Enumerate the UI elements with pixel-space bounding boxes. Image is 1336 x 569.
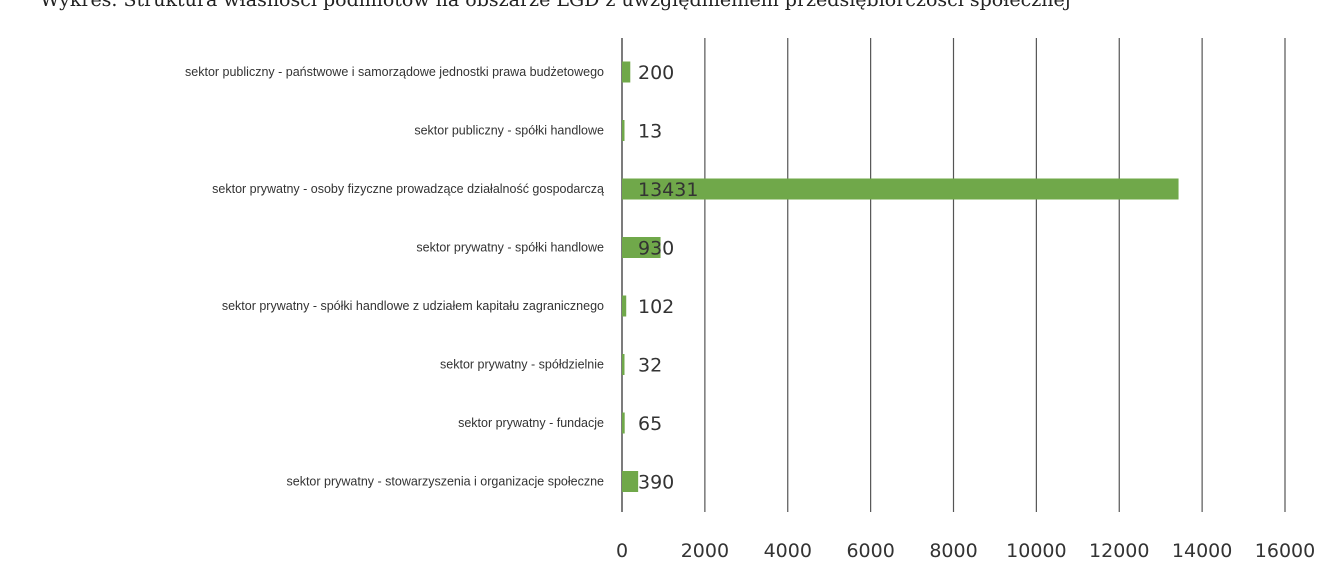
data-label: 32	[638, 355, 662, 377]
data-label: 13431	[638, 179, 698, 201]
x-tick-label: 14000	[1172, 540, 1232, 562]
x-tick-label: 8000	[929, 540, 977, 562]
data-label: 390	[638, 472, 674, 494]
data-label: 200	[638, 62, 674, 84]
x-tick-label: 4000	[764, 540, 812, 562]
category-label: sektor prywatny - osoby fizyczne prowadz…	[212, 182, 604, 196]
bar	[622, 354, 625, 375]
x-tick-label: 12000	[1089, 540, 1149, 562]
bar	[622, 61, 631, 83]
category-label: sektor prywatny - spółki handlowe z udzi…	[222, 299, 604, 313]
category-label: sektor publiczny - spółki handlowe	[414, 124, 604, 138]
data-label: 13	[638, 121, 662, 143]
bar	[622, 412, 625, 434]
data-label: 65	[638, 413, 662, 435]
data-label: 930	[638, 238, 674, 260]
bar	[622, 471, 639, 492]
category-label: sektor prywatny - fundacje	[458, 416, 604, 430]
data-label: 102	[638, 296, 674, 318]
bar	[622, 120, 625, 141]
category-label: sektor prywatny - spółki handlowe	[416, 241, 604, 255]
bar	[622, 178, 1179, 200]
x-tick-label: 10000	[1006, 540, 1066, 562]
category-label: sektor publiczny - państwowe i samorządo…	[185, 65, 604, 79]
bar	[622, 237, 661, 258]
x-tick-label: 16000	[1255, 540, 1315, 562]
x-tick-label: 6000	[846, 540, 894, 562]
bar	[622, 295, 627, 317]
x-tick-label: 2000	[681, 540, 729, 562]
category-label: sektor prywatny - stowarzyszenia i organ…	[287, 475, 605, 489]
x-tick-label: 0	[616, 540, 628, 562]
chart-title: Wykres. Struktura własności podmiotów na…	[40, 0, 1071, 11]
category-label: sektor prywatny - spółdzielnie	[440, 358, 604, 372]
